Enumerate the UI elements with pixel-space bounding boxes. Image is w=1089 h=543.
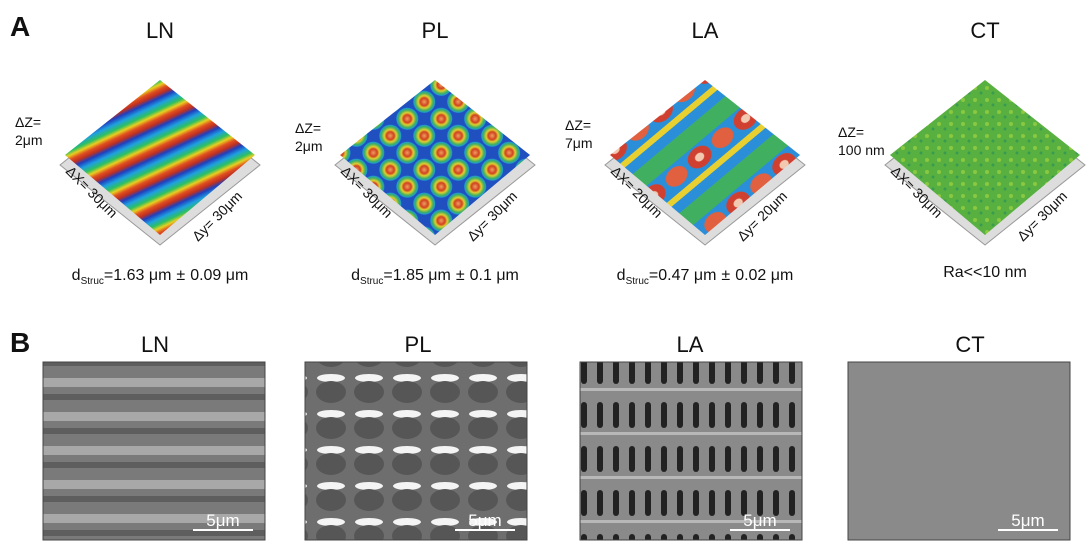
plus-minus: ± bbox=[721, 267, 730, 284]
dz-label: ΔZ= bbox=[565, 117, 591, 133]
scale-label: 5μm bbox=[468, 511, 501, 530]
sample-title: LN bbox=[141, 332, 169, 357]
value: =1.85 μm bbox=[383, 267, 450, 284]
subscript: Struc bbox=[81, 276, 104, 287]
sample-title: PL bbox=[422, 18, 449, 43]
roughness: Ra<<10 nm bbox=[943, 264, 1027, 281]
sample-title: LA bbox=[677, 332, 704, 357]
dz-value: 2μm bbox=[15, 132, 43, 148]
value: =1.63 μm bbox=[104, 267, 171, 284]
dz-label: ΔZ= bbox=[295, 120, 321, 136]
sample-title: CT bbox=[955, 332, 984, 357]
symbol: d bbox=[351, 267, 360, 284]
panel-label: B bbox=[10, 327, 30, 358]
plus-minus: ± bbox=[456, 267, 465, 284]
sample-title: LA bbox=[692, 18, 719, 43]
figure: A B LNΔZ=2μmΔX= 30μmΔy= 30μmdStruc=1.63 … bbox=[0, 0, 1089, 543]
value: =0.47 μm bbox=[649, 267, 716, 284]
dz-label: ΔZ= bbox=[15, 114, 41, 130]
sample-title: CT bbox=[970, 18, 999, 43]
dz-value: 7μm bbox=[565, 135, 593, 151]
plus-minus: ± bbox=[176, 267, 185, 284]
scale-label: 5μm bbox=[206, 511, 239, 530]
panel-label: A bbox=[10, 11, 30, 42]
subscript: Struc bbox=[360, 276, 383, 287]
symbol: d bbox=[617, 267, 626, 284]
scale-label: 5μm bbox=[1011, 511, 1044, 530]
structure-depth: dStruc=1.63 μm ±0.09 μm bbox=[72, 267, 249, 287]
sample-title: PL bbox=[405, 332, 432, 357]
dz-value: 100 nm bbox=[838, 142, 885, 158]
sample-title: LN bbox=[146, 18, 174, 43]
error: 0.09 μm bbox=[190, 267, 248, 284]
subscript: Struc bbox=[626, 276, 649, 287]
symbol: d bbox=[72, 267, 81, 284]
error: 0.1 μm bbox=[470, 267, 519, 284]
structure-depth: dStruc=0.47 μm ±0.02 μm bbox=[617, 267, 794, 287]
dz-label: ΔZ= bbox=[838, 124, 864, 140]
error: 0.02 μm bbox=[735, 267, 793, 284]
structure-depth: dStruc=1.85 μm ±0.1 μm bbox=[351, 267, 519, 287]
scale-label: 5μm bbox=[743, 511, 776, 530]
dz-value: 2μm bbox=[295, 138, 323, 154]
